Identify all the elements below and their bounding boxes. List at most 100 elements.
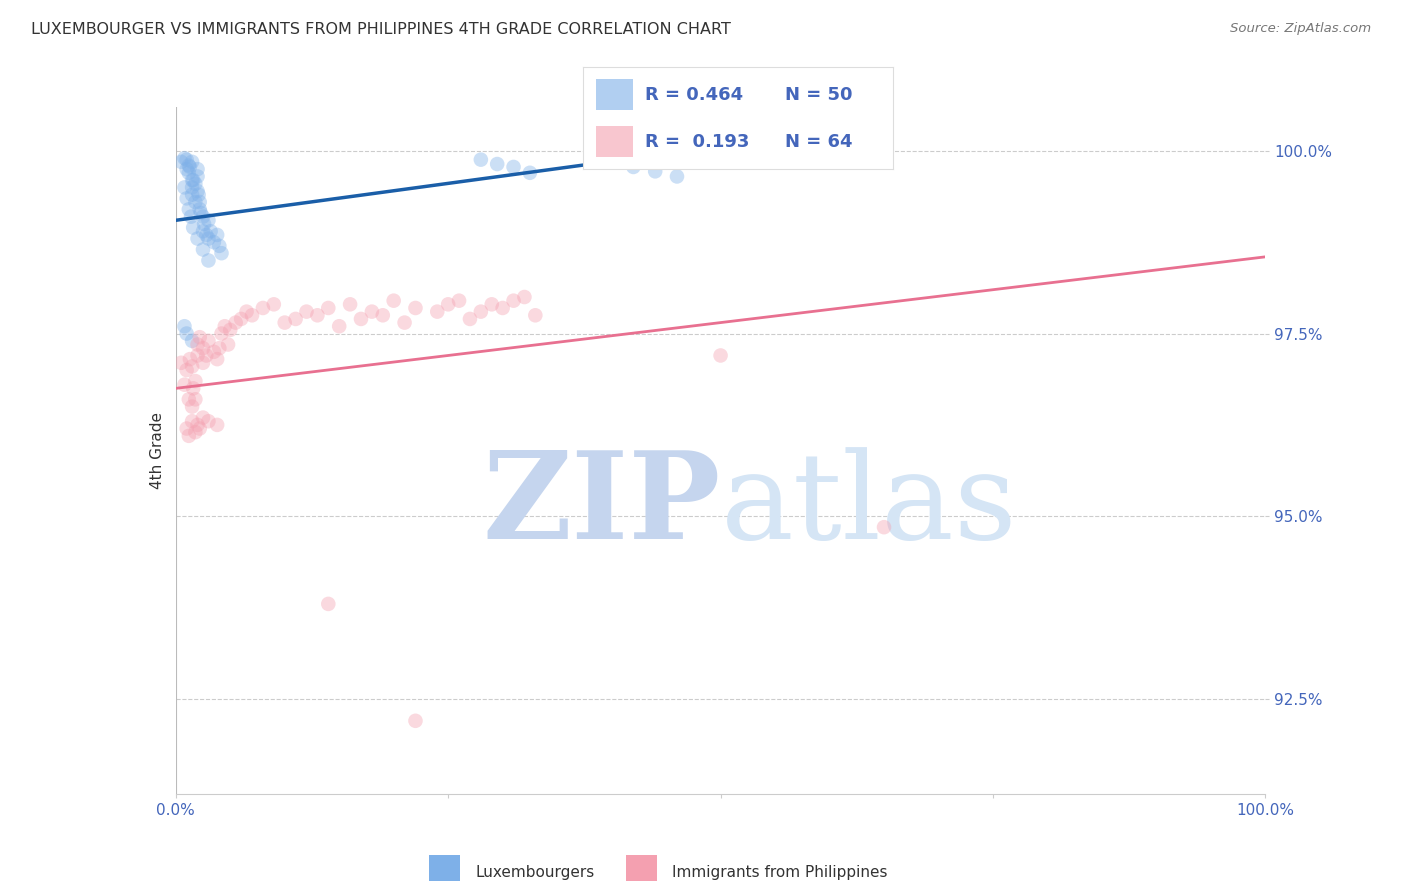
Point (666, 169, 689, 184)
Point (519, 166, 541, 180)
Point (181, 400, 204, 414)
Point (186, 417, 209, 432)
Point (184, 425, 207, 440)
Point (184, 177, 207, 191)
Point (350, 312, 373, 326)
Point (176, 162, 198, 177)
Text: Immigrants from Philippines: Immigrants from Philippines (672, 865, 887, 880)
Point (181, 173, 204, 187)
Point (621, 160, 644, 174)
Text: ZIP: ZIP (482, 446, 721, 565)
Point (339, 297, 361, 311)
Point (470, 304, 492, 318)
Point (181, 381, 204, 395)
Point (177, 166, 200, 180)
Point (195, 349, 218, 363)
Point (710, 816, 733, 830)
Point (181, 414, 204, 428)
Point (644, 164, 666, 178)
Point (197, 231, 219, 245)
Point (502, 293, 524, 308)
Point (181, 180, 204, 194)
Point (193, 217, 215, 231)
Point (200, 224, 222, 238)
Point (492, 301, 515, 315)
Point (235, 304, 257, 318)
Point (394, 316, 416, 330)
Point (186, 349, 209, 363)
Point (211, 326, 233, 341)
Point (181, 187, 204, 202)
Point (360, 304, 382, 318)
Point (184, 392, 207, 407)
Point (177, 202, 200, 217)
Point (205, 417, 228, 432)
Point (173, 319, 195, 334)
Point (191, 210, 214, 224)
Point (208, 239, 231, 253)
Point (318, 597, 340, 611)
Point (177, 429, 200, 443)
Point (188, 202, 211, 217)
Point (202, 235, 225, 250)
Point (205, 352, 228, 367)
Y-axis label: 4th Grade: 4th Grade (149, 412, 165, 489)
Point (252, 301, 274, 315)
Point (470, 153, 492, 167)
Text: LUXEMBOURGER VS IMMIGRANTS FROM PHILIPPINES 4TH GRADE CORRELATION CHART: LUXEMBOURGER VS IMMIGRANTS FROM PHILIPPI… (31, 22, 731, 37)
Point (176, 191, 198, 205)
Point (176, 421, 198, 435)
Point (217, 337, 239, 351)
Point (263, 297, 285, 311)
Point (208, 341, 231, 355)
Point (173, 180, 195, 194)
Point (186, 337, 209, 351)
Point (219, 323, 242, 337)
Point (173, 377, 195, 392)
Point (205, 227, 228, 242)
Point (188, 421, 211, 435)
Point (173, 151, 195, 165)
Point (307, 308, 329, 322)
Text: N = 64: N = 64 (785, 133, 852, 151)
Point (170, 154, 193, 169)
Point (186, 169, 209, 184)
Point (176, 326, 198, 341)
Point (186, 184, 209, 198)
Point (405, 714, 427, 728)
Text: Source: ZipAtlas.com: Source: ZipAtlas.com (1230, 22, 1371, 36)
Point (405, 301, 427, 315)
Point (179, 352, 201, 367)
Point (188, 194, 211, 209)
Bar (596, 79, 633, 110)
Point (191, 243, 214, 257)
Point (181, 359, 204, 374)
Point (284, 312, 307, 326)
Point (181, 173, 204, 187)
Point (177, 159, 200, 173)
Point (186, 162, 209, 177)
Point (274, 316, 297, 330)
Point (176, 153, 198, 167)
Point (458, 312, 481, 326)
Text: Luxembourgers: Luxembourgers (475, 865, 595, 880)
Bar (596, 127, 633, 157)
Point (190, 206, 212, 220)
Point (437, 297, 460, 311)
Point (197, 213, 219, 227)
Point (191, 224, 214, 238)
Text: N = 50: N = 50 (785, 86, 852, 103)
Point (231, 312, 253, 326)
Point (318, 301, 340, 315)
Point (191, 341, 214, 355)
Point (214, 319, 236, 334)
Point (195, 227, 218, 242)
Point (177, 392, 200, 407)
Point (197, 334, 219, 348)
Point (710, 349, 733, 363)
Point (191, 356, 214, 370)
Point (202, 344, 225, 359)
Point (170, 356, 193, 370)
Point (328, 319, 350, 334)
Point (179, 160, 201, 174)
